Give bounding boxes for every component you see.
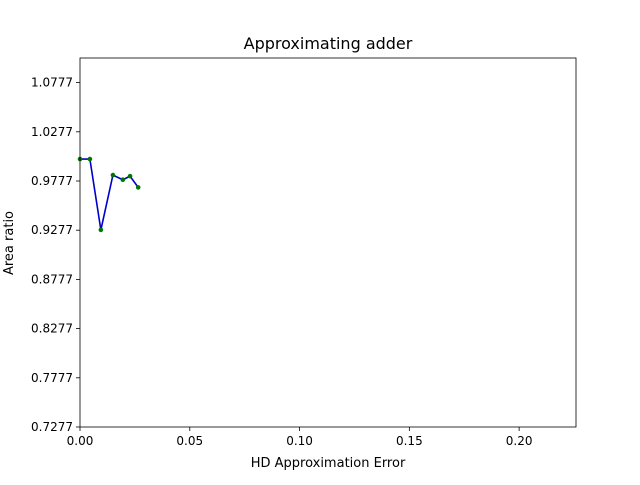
data-point: [110, 172, 116, 178]
y-tick-label: 0.8777: [31, 272, 73, 286]
y-tick-label: 1.0277: [31, 125, 73, 139]
y-axis-label: Area ratio: [2, 211, 17, 275]
data-point: [98, 227, 104, 233]
x-tick-label: 0.15: [396, 434, 423, 448]
x-axis-label: HD Approximation Error: [251, 456, 406, 471]
x-tick-label: 0.20: [506, 434, 533, 448]
series-line: [80, 158, 139, 231]
chart-title: Approximating adder: [244, 34, 413, 53]
data-point: [127, 173, 133, 179]
plot-area: 0.00 0.05 0.10 0.15 0.20 0.7277 0.7777 0.8277 0.…: [31, 57, 577, 448]
y-tick-label: 1.0777: [31, 76, 73, 90]
y-tick-label: 0.8277: [31, 322, 73, 336]
data-point: [87, 156, 93, 162]
y-tick-label: 0.7777: [31, 371, 73, 385]
x-tick-label: 0.05: [176, 434, 203, 448]
data-point: [135, 185, 141, 190]
y-tick-label: 0.7277: [31, 420, 73, 434]
y-tick-label: 0.9777: [31, 174, 73, 188]
plot-frame: [79, 57, 577, 428]
x-tick-label: 0.00: [67, 434, 94, 448]
y-tick-label: 0.9277: [31, 223, 73, 237]
x-tick-label: 0.10: [286, 434, 313, 448]
data-point: [120, 177, 126, 183]
